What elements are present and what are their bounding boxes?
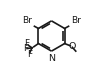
Text: Br: Br — [22, 16, 32, 25]
Text: Br: Br — [71, 16, 81, 25]
Text: F: F — [24, 39, 29, 48]
Text: F: F — [23, 44, 28, 53]
Text: N: N — [48, 54, 55, 63]
Text: O: O — [68, 42, 75, 51]
Text: F: F — [27, 50, 32, 59]
